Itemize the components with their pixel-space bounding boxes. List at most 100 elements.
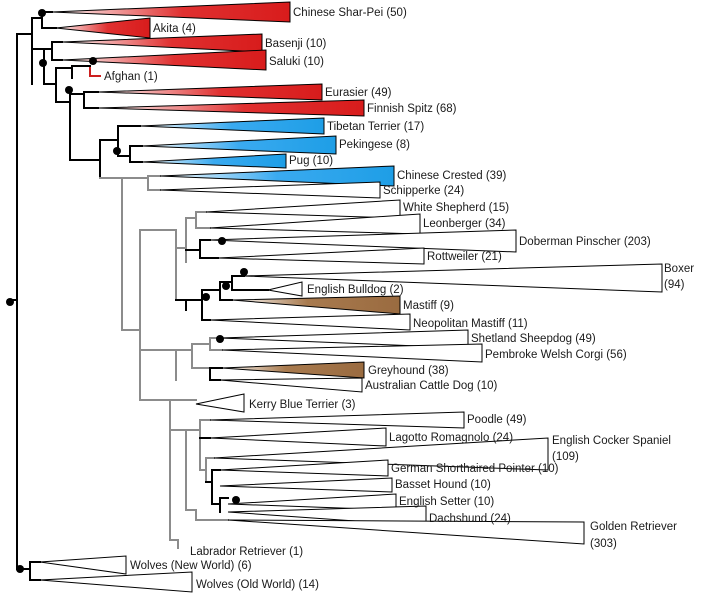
clade-shar-pei: [51, 1, 291, 23]
branch-eurasier-spitz: [55, 91, 99, 161]
label-pembroke-corgi: Pembroke Welsh Corgi (56): [485, 349, 627, 361]
clade-english-bulldog: [267, 281, 303, 297]
branch-grey-aus: [209, 367, 223, 381]
clade-greyhound: [221, 361, 365, 379]
support-node: [222, 282, 230, 290]
label-basset-hound: Basset Hound (10): [395, 479, 491, 491]
branch-tibetan-pekingese: [129, 145, 143, 163]
clade-wolves-new: [39, 555, 127, 575]
label-pug: Pug (10): [289, 155, 333, 167]
label-wolves-old: Wolves (Old World) (14): [196, 579, 319, 591]
clade-basenji: [61, 33, 263, 53]
support-node: [16, 565, 24, 573]
label-australian-cattle-dog: Australian Cattle Dog (10): [365, 380, 497, 392]
support-nodes: [6, 9, 248, 573]
branch-kerry: [139, 399, 197, 541]
branch-labrador: [169, 539, 179, 549]
branch-afghan: [89, 65, 101, 77]
label-akita: Akita (4): [153, 23, 196, 35]
support-node: [202, 293, 210, 301]
label-doberman: Doberman Pinscher (203): [519, 236, 651, 248]
support-node: [65, 86, 73, 94]
clade-labels: Chinese Shar-Pei (50) Akita (4) Basenji …: [104, 7, 694, 591]
label-wolves-new: Wolves (New World) (6): [130, 560, 252, 572]
label-saluki: Saluki (10): [269, 56, 324, 68]
label-finnish-spitz: Finnish Spitz (68): [367, 103, 457, 115]
label-poodle: Poodle (49): [467, 414, 527, 426]
clade-tibetan-terrier: [139, 117, 325, 135]
branch-root: [7, 299, 18, 570]
branch-spitz-group: [43, 65, 91, 103]
label-boxer-count: (94): [664, 279, 685, 291]
support-node: [113, 147, 121, 155]
label-shar-pei: Chinese Shar-Pei (50): [293, 7, 407, 19]
support-node: [216, 335, 224, 343]
clade-pembroke-corgi: [221, 343, 483, 363]
label-mastiff: Mastiff (9): [403, 300, 454, 312]
label-neopolitan-mastiff: Neopolitan Mastiff (11): [413, 318, 528, 330]
clade-lagotto: [209, 427, 387, 447]
support-node: [240, 268, 248, 276]
clade-australian-cattle-dog: [219, 377, 363, 393]
clade-white-shepherd: [205, 199, 401, 219]
label-basenji: Basenji (10): [265, 38, 327, 50]
clade-finnish-spitz: [97, 99, 365, 117]
label-kerry-blue-terrier: Kerry Blue Terrier (3): [249, 399, 356, 411]
support-node: [38, 9, 46, 17]
clade-wolves-old: [39, 571, 193, 593]
clade-poodle: [209, 411, 465, 429]
clade-eurasier: [97, 83, 323, 101]
label-chinese-crested: Chinese Crested (39): [397, 170, 506, 182]
branch-shepherds: [175, 211, 211, 263]
label-pekingese: Pekingese (8): [339, 139, 410, 151]
support-node: [89, 57, 97, 65]
clade-neopolitan-mastiff: [209, 313, 411, 331]
branch-gundogs: [169, 419, 211, 511]
clade-saluki: [61, 49, 267, 71]
label-leonberger: Leonberger (34): [423, 218, 506, 230]
label-greyhound: Greyhound (38): [368, 365, 449, 377]
label-eurasier: Eurasier (49): [325, 87, 392, 99]
clade-doberman: [209, 229, 517, 253]
branch-retrievers: [185, 509, 229, 521]
branch-pointers: [205, 469, 229, 513]
label-german-shorthaired: German Shorthaired Pointer (10): [391, 463, 559, 475]
clade-akita: [55, 17, 151, 39]
label-white-shepherd: White Shepherd (15): [403, 202, 509, 214]
branch-asian-blue: [69, 125, 141, 179]
label-labrador: Labrador Retriever (1): [190, 546, 303, 558]
clade-rottweiler: [217, 247, 425, 265]
label-schipperke: Schipperke (24): [383, 185, 464, 197]
clade-mastiff: [231, 295, 401, 315]
support-node: [6, 298, 14, 306]
branch-herding: [139, 337, 223, 381]
label-afghan: Afghan (1): [104, 71, 158, 83]
label-shetland-sheepdog: Shetland Sheepdog (49): [471, 333, 596, 345]
label-boxer: Boxer: [664, 263, 694, 275]
label-golden-retriever: Golden Retriever: [590, 521, 677, 533]
clade-kerry-blue-terrier: [195, 393, 245, 413]
clade-pekingese: [141, 135, 337, 155]
clade-pug: [141, 153, 287, 169]
label-tibetan-terrier: Tibetan Terrier (17): [327, 121, 424, 133]
label-english-cocker-count: (109): [552, 451, 579, 463]
clade-german-shorthaired: [219, 459, 389, 477]
support-node: [232, 496, 240, 504]
clade-english-setter: [227, 493, 397, 511]
branch-mastiffs: [175, 275, 269, 321]
branches: [7, 11, 269, 581]
label-english-cocker: English Cocker Spaniel: [552, 435, 671, 447]
label-golden-retriever-count: (303): [590, 538, 617, 550]
branch-basal-red: [16, 11, 57, 85]
label-english-setter: English Setter (10): [399, 496, 494, 508]
branch-spaniels: [199, 457, 215, 483]
branch-western-main: [121, 229, 177, 401]
branch-dob-rott: [185, 239, 219, 259]
clade-chinese-crested: [159, 165, 395, 187]
clade-schipperke: [159, 181, 381, 199]
label-english-bulldog: English Bulldog (2): [307, 284, 404, 296]
clade-leonberger: [209, 213, 421, 235]
branch-western: [99, 175, 161, 331]
support-node: [218, 237, 226, 245]
